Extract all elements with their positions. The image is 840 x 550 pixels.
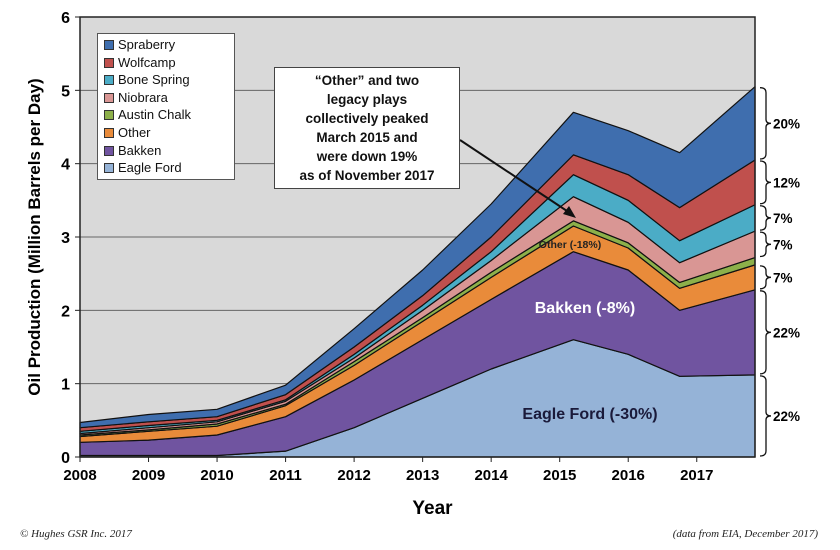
legend-item: Wolfcamp <box>104 54 234 72</box>
legend-item: Eagle Ford <box>104 159 234 177</box>
share-label: 7% <box>773 270 793 285</box>
share-label: 12% <box>773 175 800 190</box>
legend-swatch <box>104 127 114 138</box>
legend-item: Other <box>104 124 234 142</box>
share-bracket <box>759 160 772 205</box>
share-label: 7% <box>773 237 793 252</box>
legend-label: Wolfcamp <box>118 54 176 70</box>
y-axis-title: Oil Production (Million Barrels per Day) <box>25 78 44 395</box>
share-label: 7% <box>773 211 793 226</box>
annotation-line: “Other” and two <box>314 73 420 88</box>
legend-item: Spraberry <box>104 36 234 54</box>
x-axis-title: Year <box>412 498 453 519</box>
legend-item: Bakken <box>104 142 234 160</box>
legend-label: Bakken <box>118 142 162 158</box>
area-label-eagle-ford: Eagle Ford (-30%) <box>522 406 657 423</box>
legend-label: Niobrara <box>118 89 168 105</box>
share-label: 20% <box>773 116 800 131</box>
area-label-bakken: Bakken (-8%) <box>535 300 635 317</box>
share-bracket <box>759 265 772 290</box>
legend-swatch <box>104 57 114 68</box>
legend-item: Austin Chalk <box>104 106 234 124</box>
annotation-line: as of November 2017 <box>299 168 435 183</box>
legend-swatch <box>104 145 114 156</box>
legend-swatch <box>104 75 114 86</box>
annotation-line: legacy plays <box>326 92 408 107</box>
x-tick-label: 2009 <box>132 467 165 484</box>
legend-label: Eagle Ford <box>118 160 182 176</box>
legend-swatch <box>104 40 114 50</box>
share-bracket <box>759 87 772 160</box>
share-bracket <box>759 231 772 258</box>
legend-label: Spraberry <box>118 37 176 52</box>
x-tick-label: 2014 <box>474 467 508 484</box>
legend-label: Austin Chalk <box>118 107 191 123</box>
annotation-line: were down 19% <box>316 149 418 164</box>
legend-swatch <box>104 163 114 174</box>
area-label-other: Other (-18%) <box>539 239 601 251</box>
x-tick-label: 2012 <box>337 467 370 484</box>
x-tick-label: 2010 <box>200 467 233 484</box>
annotation-line: collectively peaked <box>305 111 429 126</box>
y-tick-label: 0 <box>61 450 70 467</box>
y-tick-label: 2 <box>61 303 70 320</box>
x-tick-label: 2011 <box>269 467 302 484</box>
copyright: © Hughes GSR Inc. 2017 <box>20 528 132 540</box>
annotation-box: “Other” and two legacy plays collectivel… <box>274 67 460 189</box>
legend-label: Other <box>118 124 151 140</box>
share-bracket <box>759 375 772 457</box>
x-tick-label: 2008 <box>63 467 96 484</box>
share-bracket <box>759 290 772 375</box>
legend-item: Bone Spring <box>104 71 234 89</box>
legend-swatch <box>104 110 114 121</box>
x-tick-label: 2015 <box>543 467 576 484</box>
x-tick-label: 2013 <box>406 467 439 484</box>
share-bracket <box>759 205 772 231</box>
annotation-line: March 2015 and <box>316 130 418 145</box>
share-label: 22% <box>773 325 800 340</box>
legend-swatch <box>104 92 114 103</box>
y-tick-label: 4 <box>61 157 70 174</box>
x-tick-label: 2016 <box>612 467 645 484</box>
y-tick-label: 5 <box>61 83 70 100</box>
y-tick-label: 3 <box>61 230 70 247</box>
legend: Spraberry Wolfcamp Bone Spring Niobrara Aust… <box>97 33 235 180</box>
legend-label: Bone Spring <box>118 72 190 88</box>
y-tick-label: 1 <box>61 377 70 394</box>
data-source: (data from EIA, December 2017) <box>672 528 818 540</box>
legend-item: Niobrara <box>104 89 234 107</box>
annotation-arrow <box>459 139 571 214</box>
y-tick-label: 6 <box>61 10 70 27</box>
x-tick-label: 2017 <box>680 467 713 484</box>
arrowhead-icon <box>563 206 576 218</box>
share-label: 22% <box>773 409 800 424</box>
